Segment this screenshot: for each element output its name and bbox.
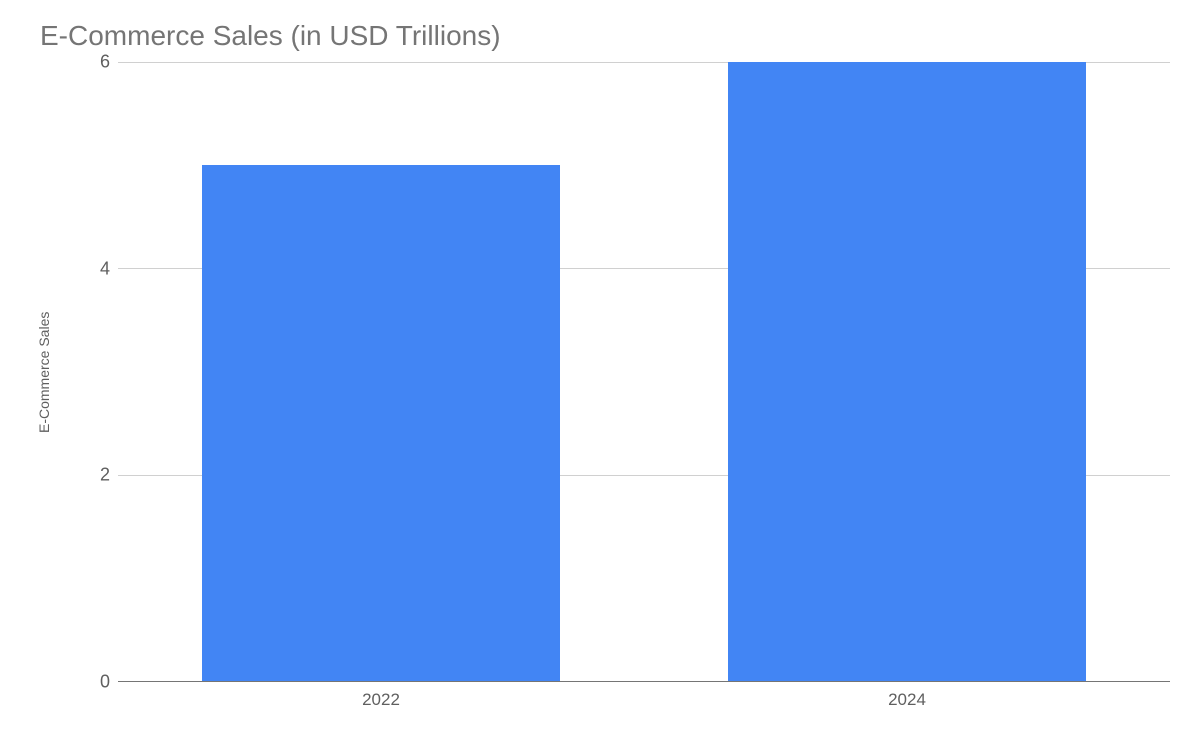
bars-group bbox=[118, 62, 1170, 681]
plot-wrap: 2022 2024 bbox=[118, 62, 1170, 722]
chart-body: E-Commerce Sales 6 4 2 0 bbox=[30, 62, 1170, 722]
bar-2024 bbox=[728, 62, 1086, 681]
y-axis-label: E-Commerce Sales bbox=[30, 62, 58, 682]
bar-2022 bbox=[202, 165, 560, 681]
y-tick: 2 bbox=[100, 465, 110, 486]
plot-area bbox=[118, 62, 1170, 682]
y-tick: 4 bbox=[100, 258, 110, 279]
x-axis-ticks: 2022 2024 bbox=[118, 682, 1170, 712]
bar-slot bbox=[644, 62, 1170, 681]
x-tick: 2022 bbox=[118, 682, 644, 712]
bar-slot bbox=[118, 62, 644, 681]
chart-container: E-Commerce Sales (in USD Trillions) E-Co… bbox=[0, 0, 1200, 742]
y-axis-ticks: 6 4 2 0 bbox=[58, 62, 118, 682]
x-tick: 2024 bbox=[644, 682, 1170, 712]
y-tick: 0 bbox=[100, 672, 110, 693]
chart-title: E-Commerce Sales (in USD Trillions) bbox=[40, 20, 1170, 52]
y-tick: 6 bbox=[100, 52, 110, 73]
